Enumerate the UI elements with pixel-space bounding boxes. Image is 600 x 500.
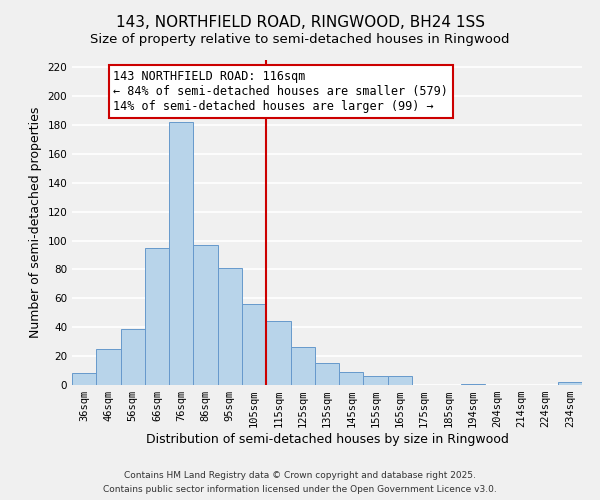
Text: 143 NORTHFIELD ROAD: 116sqm
← 84% of semi-detached houses are smaller (579)
14% : 143 NORTHFIELD ROAD: 116sqm ← 84% of sem… xyxy=(113,70,448,113)
Y-axis label: Number of semi-detached properties: Number of semi-detached properties xyxy=(29,107,42,338)
Bar xyxy=(339,372,364,385)
Bar xyxy=(145,248,169,385)
Bar xyxy=(290,348,315,385)
Bar xyxy=(121,328,145,385)
Bar xyxy=(169,122,193,385)
Bar xyxy=(558,382,582,385)
X-axis label: Distribution of semi-detached houses by size in Ringwood: Distribution of semi-detached houses by … xyxy=(146,433,508,446)
Text: Size of property relative to semi-detached houses in Ringwood: Size of property relative to semi-detach… xyxy=(90,32,510,46)
Bar xyxy=(193,245,218,385)
Bar xyxy=(96,349,121,385)
Bar xyxy=(218,268,242,385)
Bar xyxy=(242,304,266,385)
Bar xyxy=(388,376,412,385)
Bar xyxy=(364,376,388,385)
Bar xyxy=(72,374,96,385)
Text: 143, NORTHFIELD ROAD, RINGWOOD, BH24 1SS: 143, NORTHFIELD ROAD, RINGWOOD, BH24 1SS xyxy=(115,15,485,30)
Bar xyxy=(315,364,339,385)
Bar xyxy=(266,322,290,385)
Bar xyxy=(461,384,485,385)
Text: Contains HM Land Registry data © Crown copyright and database right 2025.
Contai: Contains HM Land Registry data © Crown c… xyxy=(103,472,497,494)
